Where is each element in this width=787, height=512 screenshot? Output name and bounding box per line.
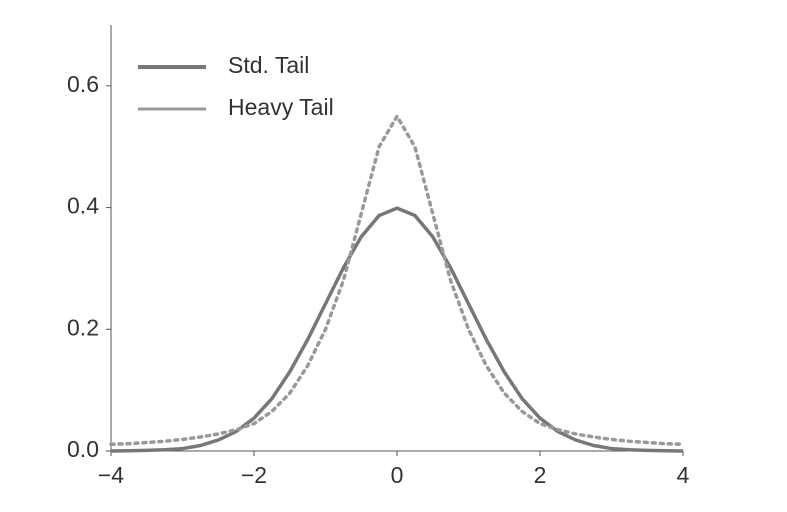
legend-label: Heavy Tail <box>228 94 334 120</box>
x-tick-label: 0 <box>391 462 404 488</box>
series-line <box>110 206 684 453</box>
y-tick-label: 0.6 <box>67 71 99 97</box>
x-tick-label: −2 <box>241 462 267 488</box>
y-tick-label: 0.2 <box>67 314 99 340</box>
x-tick-label: 4 <box>677 462 690 488</box>
legend-label: Std. Tail <box>228 52 309 78</box>
y-tick-label: 0.4 <box>67 193 99 219</box>
x-tick-label: −4 <box>98 462 124 488</box>
x-tick-label: 2 <box>534 462 547 488</box>
y-tick-label: 0.0 <box>67 436 99 462</box>
series-line <box>109 112 685 447</box>
